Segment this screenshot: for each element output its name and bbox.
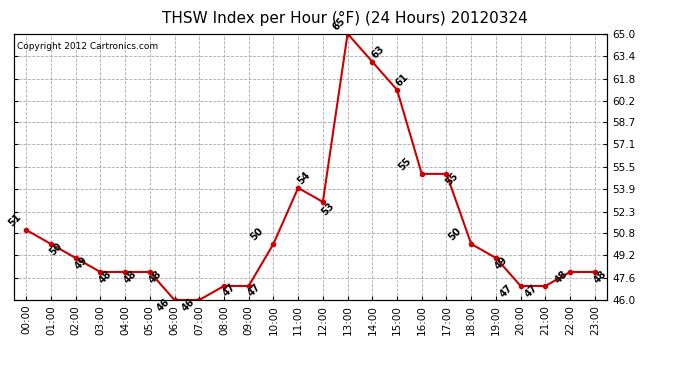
Text: 47: 47 bbox=[498, 283, 515, 300]
Text: 54: 54 bbox=[295, 170, 312, 186]
Text: 49: 49 bbox=[72, 255, 89, 272]
Text: 46: 46 bbox=[155, 297, 172, 314]
Text: 48: 48 bbox=[97, 269, 114, 286]
Text: 48: 48 bbox=[592, 269, 609, 286]
Text: 50: 50 bbox=[48, 241, 65, 258]
Text: 47: 47 bbox=[523, 283, 540, 300]
Text: 51: 51 bbox=[7, 212, 23, 229]
Text: THSW Index per Hour (°F) (24 Hours) 20120324: THSW Index per Hour (°F) (24 Hours) 2012… bbox=[162, 11, 528, 26]
Text: 55: 55 bbox=[444, 171, 460, 188]
Text: 47: 47 bbox=[246, 282, 262, 298]
Text: 63: 63 bbox=[369, 44, 386, 60]
Text: 61: 61 bbox=[394, 72, 411, 88]
Text: 48: 48 bbox=[147, 269, 164, 286]
Text: 55: 55 bbox=[397, 156, 413, 172]
Text: 47: 47 bbox=[221, 282, 237, 298]
Text: 46: 46 bbox=[179, 297, 197, 314]
Text: 49: 49 bbox=[493, 255, 510, 272]
Text: 53: 53 bbox=[320, 201, 337, 217]
Text: 50: 50 bbox=[248, 226, 265, 243]
Text: 48: 48 bbox=[122, 269, 139, 286]
Text: Copyright 2012 Cartronics.com: Copyright 2012 Cartronics.com bbox=[17, 42, 158, 51]
Text: 48: 48 bbox=[553, 269, 570, 286]
Text: 50: 50 bbox=[446, 226, 463, 243]
Text: 65: 65 bbox=[331, 16, 348, 32]
